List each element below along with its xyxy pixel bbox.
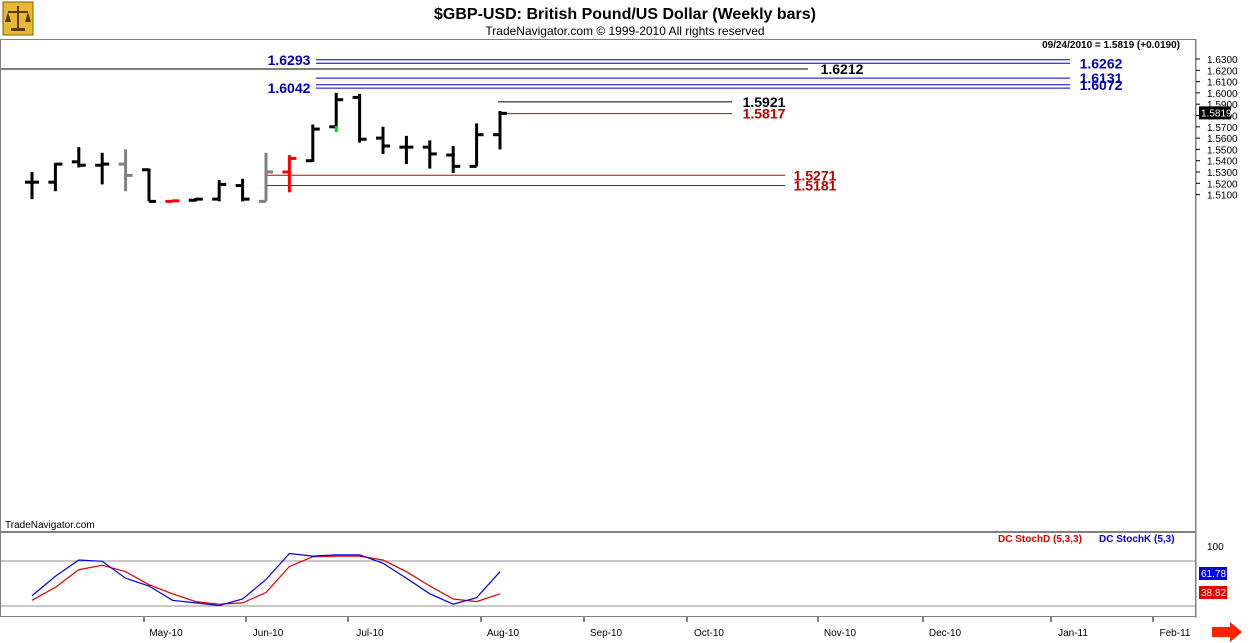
- stochd-value-label: 38.82: [1201, 588, 1226, 599]
- last-price-label: 1.5819: [1201, 108, 1232, 119]
- bars-layer: [25, 92, 507, 203]
- level-label-1.6072: 1.6072: [1080, 77, 1123, 93]
- chart-title: $GBP-USD: British Pound/US Dollar (Weekl…: [434, 6, 816, 23]
- osc-axis-label: 100: [1207, 542, 1224, 553]
- date-axis: May-10 Jun-10 Jul-10 Aug-10 Sep-10 Oct-10 Nov-…: [143, 617, 1191, 639]
- level-label-1.6262: 1.6262: [1080, 55, 1123, 71]
- scroll-right-icon[interactable]: [1212, 622, 1242, 642]
- level-label-1.5921: 1.5921: [743, 94, 786, 110]
- price-tick-label: 1.5300: [1207, 168, 1238, 179]
- level-label-1.6042: 1.6042: [268, 80, 311, 96]
- level-label-1.6212: 1.6212: [821, 61, 864, 77]
- price-tick-label: 1.5200: [1207, 179, 1238, 190]
- price-tick-label: 1.5500: [1207, 145, 1238, 156]
- chart-subtitle: TradeNavigator.com © 1999-2010 All right…: [485, 24, 764, 38]
- price-tick-label: 1.6300: [1207, 55, 1238, 66]
- last-quote-label: 09/24/2010 = 1.5819 (+0.0190): [1042, 40, 1180, 51]
- date-tick-label: Jan-11: [1058, 628, 1088, 639]
- stochk-legend: DC StochK (5,3): [1099, 534, 1175, 545]
- level-label-1.5181: 1.5181: [794, 177, 837, 193]
- price-tick-label: 1.6100: [1207, 78, 1238, 89]
- date-tick-label: Sep-10: [590, 628, 623, 639]
- signal-marker: [334, 126, 338, 133]
- date-tick-label: Aug-10: [487, 628, 520, 639]
- stochk-value-label: 61.78: [1201, 569, 1226, 580]
- last-price-box: [1199, 106, 1231, 120]
- stochd-legend: DC StochD (5,3,3): [998, 534, 1082, 545]
- date-tick-label: Jun-10: [253, 628, 284, 639]
- price-tick-label: 1.5600: [1207, 134, 1238, 145]
- price-axis: 1.63001.62001.61001.60001.59001.58001.57…: [1196, 55, 1238, 202]
- price-tick-label: 1.5400: [1207, 157, 1238, 168]
- date-tick-label: May-10: [149, 628, 183, 639]
- price-tick-label: 1.5700: [1207, 123, 1238, 134]
- price-tick-label: 1.6000: [1207, 89, 1238, 100]
- date-tick-label: Jul-10: [356, 628, 384, 639]
- price-tick-label: 1.5900: [1207, 100, 1238, 111]
- stochd-value-box: [1199, 586, 1227, 599]
- level-label-1.5817: 1.5817: [743, 106, 786, 122]
- level-label-1.5271: 1.5271: [794, 167, 837, 183]
- date-tick-label: Nov-10: [824, 628, 857, 639]
- level-label-1.6131: 1.6131: [1080, 70, 1123, 86]
- price-tick-label: 1.5100: [1207, 191, 1238, 202]
- price-tick-label: 1.6200: [1207, 66, 1238, 77]
- stochk-line: [31, 552, 501, 607]
- date-tick-label: Oct-10: [694, 628, 724, 639]
- stochk-value-box: [1199, 567, 1227, 580]
- logo-icon: [2, 1, 34, 36]
- date-tick-label: Feb-11: [1160, 628, 1191, 639]
- level-label-1.6293: 1.6293: [268, 52, 311, 68]
- watermark: TradeNavigator.com: [5, 520, 95, 531]
- date-tick-label: Dec-10: [929, 628, 962, 639]
